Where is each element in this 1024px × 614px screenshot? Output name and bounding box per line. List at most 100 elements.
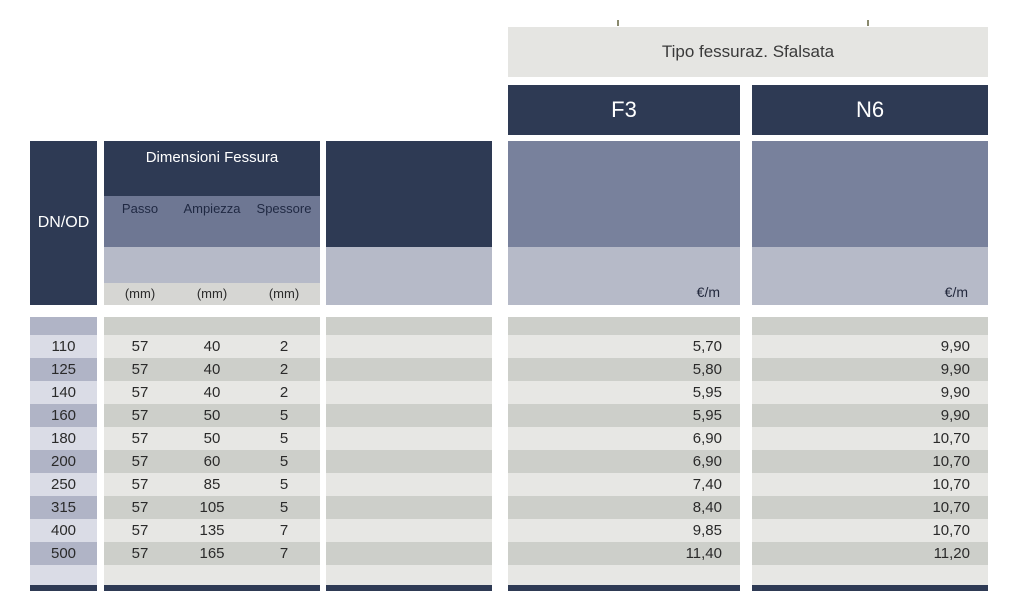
- empty-column: [326, 141, 492, 591]
- table-row: 57 165 7: [104, 542, 320, 565]
- spessore-cell: 2: [279, 361, 289, 378]
- spessore-cell: 7: [279, 522, 289, 539]
- empty-row: [326, 404, 492, 427]
- f3-price-column: €/m 5,70 5,80 5,95 5,95 6,90 6,90 7,40 8…: [508, 141, 740, 591]
- spacer-band: [104, 247, 320, 283]
- f3-price-cell: 6,90: [508, 427, 740, 450]
- table-row: 57 105 5: [104, 496, 320, 519]
- table-row: 57 60 5: [104, 450, 320, 473]
- table-row: 57 40 2: [104, 381, 320, 404]
- unit-band: €/m: [508, 247, 740, 305]
- crop-mark-icon: [867, 20, 869, 26]
- dimensions-column-group: Dimensioni Fessura Passo Ampiezza Spesso…: [104, 141, 320, 591]
- n6-price-cell: 9,90: [752, 335, 988, 358]
- empty-row: [326, 317, 492, 335]
- f3-price-cell: 8,40: [508, 496, 740, 519]
- empty-row: [752, 317, 988, 335]
- f3-price-cell: 11,40: [508, 542, 740, 565]
- passo-cell: 57: [131, 361, 149, 378]
- empty-row: [104, 565, 320, 585]
- dn-cell: 315: [30, 496, 97, 519]
- empty-row: [508, 317, 740, 335]
- empty-row: [30, 565, 97, 585]
- empty-column-header: [326, 141, 492, 247]
- divider: [508, 305, 740, 317]
- passo-cell: 57: [131, 407, 149, 424]
- dn-cell: 125: [30, 358, 97, 381]
- f3-price-cell: 5,95: [508, 404, 740, 427]
- spacer-band: [508, 141, 740, 247]
- divider: [326, 305, 492, 317]
- spessore-cell: 2: [279, 338, 289, 355]
- spacer-band: [752, 141, 988, 247]
- n6-price-column: €/m 9,90 9,90 9,90 9,90 10,70 10,70 10,7…: [752, 141, 988, 591]
- ampiezza-cell: 40: [203, 338, 221, 355]
- spessore-column-header: Spessore: [256, 201, 312, 216]
- ampiezza-cell: 40: [203, 384, 221, 401]
- empty-row: [326, 358, 492, 381]
- table-bottom-border: [752, 585, 988, 591]
- empty-row: [104, 317, 320, 335]
- n6-price-cell: 10,70: [752, 496, 988, 519]
- spessore-cell: 5: [279, 499, 289, 516]
- spessore-cell: 5: [279, 476, 289, 493]
- n6-price-cell: 10,70: [752, 473, 988, 496]
- table-row: 57 40 2: [104, 358, 320, 381]
- empty-row: [326, 427, 492, 450]
- f3-price-cell: 9,85: [508, 519, 740, 542]
- table-row: 57 135 7: [104, 519, 320, 542]
- spessore-unit-label: (mm): [268, 286, 300, 301]
- passo-cell: 57: [131, 453, 149, 470]
- empty-row: [326, 519, 492, 542]
- n6-price-cell: 9,90: [752, 358, 988, 381]
- ampiezza-cell: 105: [199, 499, 225, 516]
- n6-price-cell: 9,90: [752, 381, 988, 404]
- divider: [752, 305, 988, 317]
- ampiezza-cell: 60: [203, 453, 221, 470]
- dn-cell: 400: [30, 519, 97, 542]
- empty-row: [326, 473, 492, 496]
- empty-row: [508, 565, 740, 585]
- n6-price-cell: 10,70: [752, 427, 988, 450]
- f3-price-cell: 7,40: [508, 473, 740, 496]
- dn-cell: 180: [30, 427, 97, 450]
- f3-price-cell: 5,70: [508, 335, 740, 358]
- dn-cell: 110: [30, 335, 97, 358]
- n6-price-cell: 11,20: [752, 542, 988, 565]
- ampiezza-cell: 50: [203, 430, 221, 447]
- passo-cell: 57: [131, 384, 149, 401]
- n6-price-cell: 9,90: [752, 404, 988, 427]
- table-row: 57 50 5: [104, 427, 320, 450]
- spessore-cell: 5: [279, 430, 289, 447]
- empty-row: [326, 542, 492, 565]
- table-bottom-border: [508, 585, 740, 591]
- table-bottom-border: [326, 585, 492, 591]
- ampiezza-cell: 85: [203, 476, 221, 493]
- dn-cell: 500: [30, 542, 97, 565]
- spacer-band: [326, 247, 492, 305]
- dn-cell: 140: [30, 381, 97, 404]
- dn-cell: 160: [30, 404, 97, 427]
- passo-cell: 57: [131, 338, 149, 355]
- dn-cell: 250: [30, 473, 97, 496]
- empty-row: [30, 317, 97, 335]
- column-header-n6: N6: [752, 85, 988, 135]
- n6-price-cell: 10,70: [752, 450, 988, 473]
- slot-type-label: Tipo fessuraz. Sfalsata: [661, 42, 835, 61]
- passo-cell: 57: [131, 545, 149, 562]
- empty-row: [326, 565, 492, 585]
- crop-mark-icon: [617, 20, 619, 26]
- passo-unit-label: (mm): [124, 286, 156, 301]
- empty-row: [326, 335, 492, 358]
- passo-column-header: Passo: [121, 201, 159, 216]
- f3-price-cell: 5,80: [508, 358, 740, 381]
- f3-price-cell: 6,90: [508, 450, 740, 473]
- units-row: (mm) (mm) (mm): [104, 283, 320, 305]
- passo-cell: 57: [131, 499, 149, 516]
- slot-type-header: Tipo fessuraz. Sfalsata: [508, 27, 988, 77]
- spessore-cell: 2: [279, 384, 289, 401]
- dimensions-subheaders: Passo Ampiezza Spessore: [104, 196, 320, 247]
- n6-price-cell: 10,70: [752, 519, 988, 542]
- table-row: 57 40 2: [104, 335, 320, 358]
